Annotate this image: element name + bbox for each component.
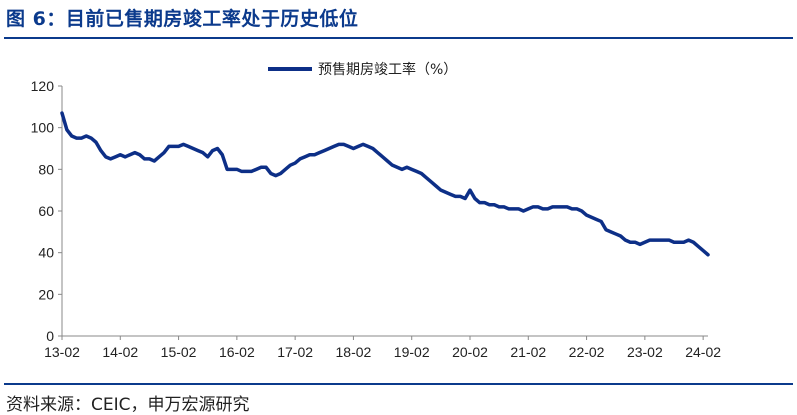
x-tick-label: 21-02 [510,344,546,360]
y-tick-label: 100 [31,120,55,136]
y-tick-label: 40 [38,245,54,261]
x-tick-label: 15-02 [161,344,197,360]
axes [61,86,708,337]
y-tick-label: 80 [38,161,54,177]
x-tick-label: 22-02 [569,344,605,360]
legend: 预售期房竣工率（%） [268,61,457,78]
x-tick-label: 16-02 [219,344,255,360]
x-tick-label: 17-02 [277,344,313,360]
x-tick-label: 19-02 [394,344,430,360]
y-tick-label: 0 [46,328,54,344]
x-tick-label: 23-02 [627,344,663,360]
source-rule [4,383,793,385]
x-tick-label: 14-02 [102,344,138,360]
series-line [60,111,710,257]
x-tick-label: 24-02 [685,344,721,360]
x-tick-label: 13-02 [44,344,80,360]
series-group [60,111,710,257]
title-rule [4,37,793,39]
source-note: 资料来源：CEIC，申万宏源研究 [6,395,250,415]
y-tick-label: 60 [38,203,54,219]
legend-label: 预售期房竣工率（%） [318,61,457,78]
x-tick-label: 18-02 [336,344,372,360]
x-axis-ticks: 13-02 14-02 15-02 16-02 17-02 18-02 19-02 20-02… [44,336,721,360]
y-tick-label: 120 [31,78,55,94]
y-axis-ticks: 0 20 40 60 80 100 120 [31,78,62,344]
x-tick-label: 20-02 [452,344,488,360]
figure-title: 图 6：目前已售期房竣工率处于历史低位 [6,8,359,30]
y-tick-label: 20 [38,286,54,302]
